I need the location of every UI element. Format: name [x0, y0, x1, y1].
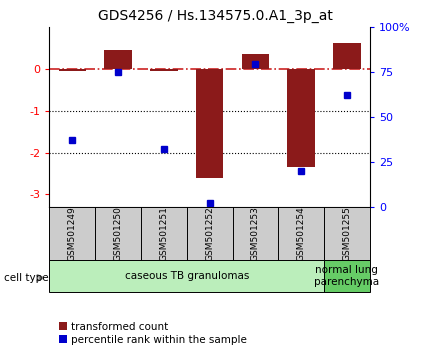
Text: normal lung
parenchyma: normal lung parenchyma	[314, 265, 380, 287]
Bar	[333, 43, 361, 69]
Text: GSM501250: GSM501250	[114, 206, 123, 261]
Text: GSM501254: GSM501254	[297, 206, 306, 261]
Text: GSM501251: GSM501251	[160, 206, 169, 261]
Bar	[287, 69, 315, 167]
Text: GSM501249: GSM501249	[68, 206, 77, 261]
Bar	[324, 260, 370, 292]
Text: caseous TB granulomas: caseous TB granulomas	[125, 271, 249, 281]
Bar	[242, 54, 269, 69]
Text: GSM501253: GSM501253	[251, 206, 260, 261]
Bar	[104, 50, 132, 69]
Bar	[150, 69, 178, 72]
Text: GSM501252: GSM501252	[205, 206, 214, 261]
Text: GDS4256 / Hs.134575.0.A1_3p_at: GDS4256 / Hs.134575.0.A1_3p_at	[98, 9, 332, 23]
Bar	[196, 69, 223, 178]
Bar	[58, 69, 86, 71]
Text: GSM501255: GSM501255	[342, 206, 351, 261]
Legend: transformed count, percentile rank within the sample: transformed count, percentile rank withi…	[55, 318, 252, 349]
Bar	[49, 260, 324, 292]
Text: cell type: cell type	[4, 273, 49, 283]
